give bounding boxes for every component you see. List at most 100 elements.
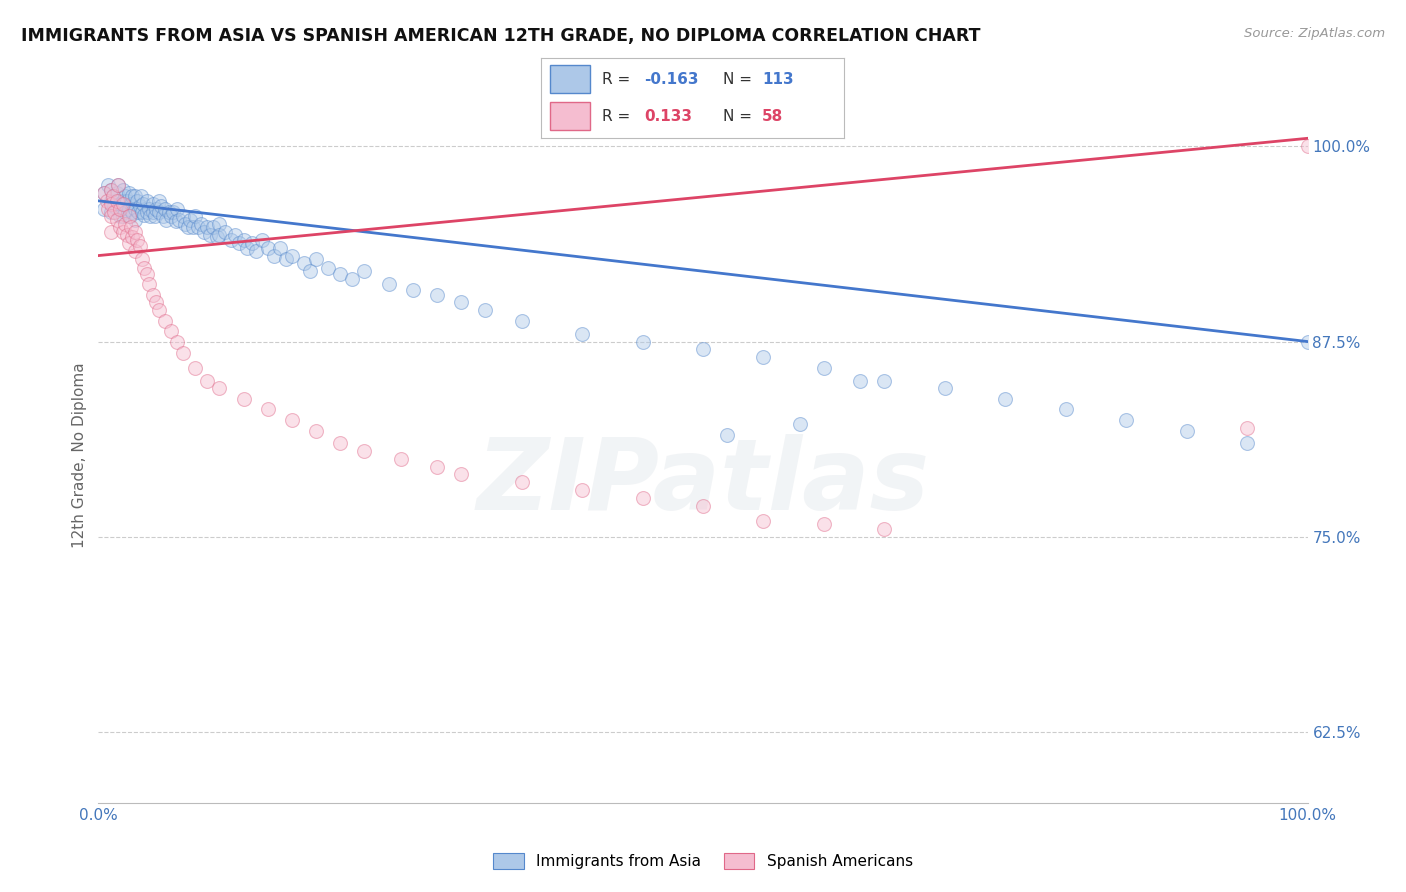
Y-axis label: 12th Grade, No Diploma: 12th Grade, No Diploma <box>72 362 87 548</box>
Point <box>165 214 187 228</box>
Point <box>121 189 143 203</box>
Point <box>228 235 250 250</box>
Point <box>510 475 533 490</box>
Point <box>124 212 146 227</box>
Text: 0.133: 0.133 <box>644 109 692 124</box>
Point <box>849 374 872 388</box>
Point <box>389 451 412 466</box>
Point <box>111 225 134 239</box>
Point <box>353 444 375 458</box>
Point <box>143 210 166 224</box>
Point <box>135 204 157 219</box>
Point <box>128 198 150 212</box>
Point <box>111 194 134 208</box>
Point <box>139 210 162 224</box>
FancyBboxPatch shape <box>550 65 589 94</box>
Point <box>128 239 150 253</box>
Point <box>198 228 221 243</box>
Point <box>101 189 124 203</box>
Point <box>127 233 149 247</box>
Point <box>100 225 122 239</box>
Point <box>208 228 231 243</box>
Point <box>1296 139 1319 153</box>
Point <box>150 198 173 212</box>
Point <box>274 252 297 266</box>
Point <box>105 212 128 227</box>
Point <box>329 436 352 450</box>
Point <box>232 233 254 247</box>
Point <box>1236 436 1258 450</box>
Point <box>166 334 188 349</box>
Point <box>195 374 218 388</box>
Point <box>132 197 155 211</box>
Point <box>121 229 143 244</box>
Point <box>114 189 136 203</box>
Point <box>142 197 165 211</box>
Point <box>100 204 122 219</box>
Point <box>316 261 339 276</box>
Point <box>752 350 775 364</box>
Point <box>153 202 176 216</box>
Point <box>1296 334 1319 349</box>
Point <box>166 202 188 216</box>
FancyBboxPatch shape <box>550 103 589 130</box>
Point <box>134 261 156 276</box>
Point <box>118 235 141 250</box>
Point <box>752 514 775 528</box>
Text: R =: R = <box>602 109 636 124</box>
Point <box>111 183 134 197</box>
Point <box>127 194 149 208</box>
Point <box>179 212 201 227</box>
Point <box>256 241 278 255</box>
Point <box>184 210 207 224</box>
Point <box>426 287 449 301</box>
Point <box>107 178 129 193</box>
Point <box>1175 424 1198 438</box>
Point <box>138 277 160 291</box>
Point <box>96 194 118 208</box>
Point <box>190 217 212 231</box>
Point <box>114 217 136 231</box>
Point <box>224 228 246 243</box>
Point <box>100 183 122 197</box>
Point <box>124 202 146 216</box>
Point <box>208 382 231 396</box>
Point <box>153 314 176 328</box>
Point <box>193 225 215 239</box>
Point <box>117 194 139 208</box>
Point <box>342 272 364 286</box>
Point <box>571 483 593 497</box>
Point <box>124 225 146 239</box>
Point <box>789 417 811 432</box>
Point <box>256 401 278 416</box>
Point <box>93 202 115 216</box>
Point <box>148 303 170 318</box>
Point <box>118 210 141 224</box>
Point <box>1115 413 1137 427</box>
Point <box>124 244 146 258</box>
Point <box>202 220 225 235</box>
Point <box>93 186 115 200</box>
Point <box>181 220 204 235</box>
Point <box>131 204 153 219</box>
Point <box>269 241 291 255</box>
Point <box>510 314 533 328</box>
Point <box>157 204 180 219</box>
Point <box>184 361 207 376</box>
Point <box>111 210 134 224</box>
Point <box>305 252 328 266</box>
Point <box>1054 401 1077 416</box>
Point <box>169 212 191 227</box>
Point <box>97 202 120 216</box>
Point <box>873 522 896 536</box>
Point <box>245 244 267 258</box>
Point <box>716 428 738 442</box>
Point <box>195 220 218 235</box>
Point <box>105 186 128 200</box>
Text: ZIPatlas: ZIPatlas <box>477 434 929 532</box>
Point <box>114 204 136 219</box>
Point <box>571 326 593 341</box>
Point <box>135 268 157 282</box>
Point <box>174 217 197 231</box>
Point <box>145 295 167 310</box>
